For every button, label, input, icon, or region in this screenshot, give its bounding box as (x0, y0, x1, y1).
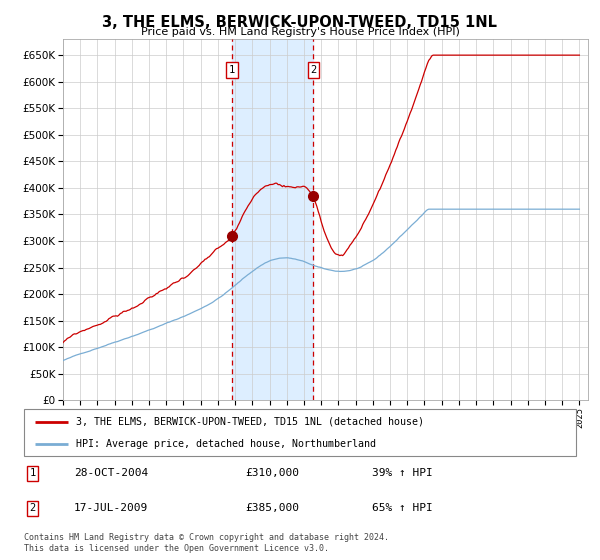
Text: 3, THE ELMS, BERWICK-UPON-TWEED, TD15 1NL: 3, THE ELMS, BERWICK-UPON-TWEED, TD15 1N… (103, 15, 497, 30)
Text: £385,000: £385,000 (245, 503, 299, 513)
Text: 1: 1 (229, 65, 235, 75)
Text: Contains HM Land Registry data © Crown copyright and database right 2024.
This d: Contains HM Land Registry data © Crown c… (24, 533, 389, 553)
Text: 39% ↑ HPI: 39% ↑ HPI (372, 468, 433, 478)
Bar (232, 39, 313, 400)
Text: Price paid vs. HM Land Registry's House Price Index (HPI): Price paid vs. HM Land Registry's House … (140, 27, 460, 37)
Text: £310,000: £310,000 (245, 468, 299, 478)
Text: 65% ↑ HPI: 65% ↑ HPI (372, 503, 433, 513)
Text: 28-OCT-2004: 28-OCT-2004 (74, 468, 148, 478)
Text: HPI: Average price, detached house, Northumberland: HPI: Average price, detached house, Nort… (76, 438, 376, 449)
Text: 3, THE ELMS, BERWICK-UPON-TWEED, TD15 1NL (detached house): 3, THE ELMS, BERWICK-UPON-TWEED, TD15 1N… (76, 417, 424, 427)
Text: 2: 2 (310, 65, 316, 75)
Text: 1: 1 (29, 468, 36, 478)
Text: 2: 2 (29, 503, 36, 513)
Text: 17-JUL-2009: 17-JUL-2009 (74, 503, 148, 513)
FancyBboxPatch shape (24, 409, 576, 456)
